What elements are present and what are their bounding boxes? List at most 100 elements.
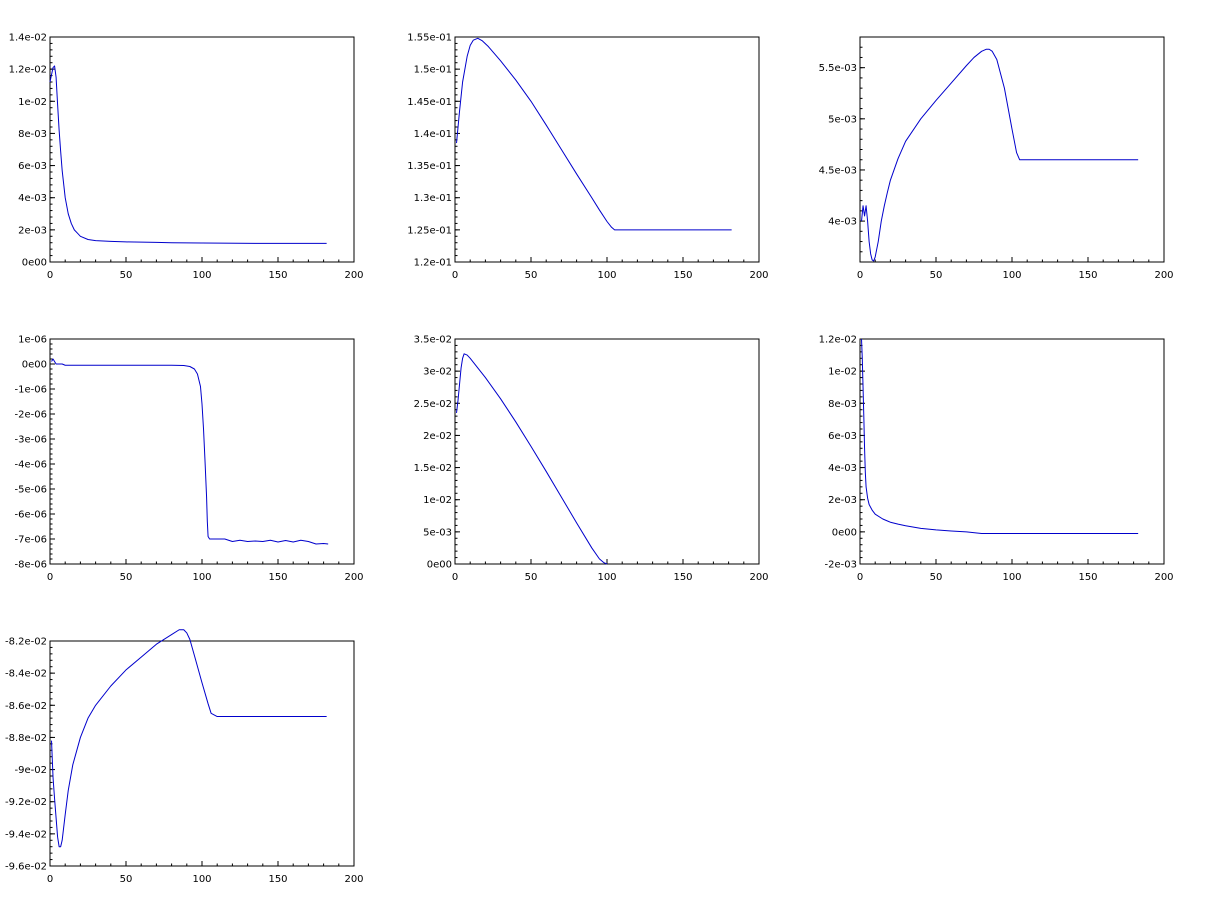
x-tick-label: 0 — [452, 270, 458, 281]
y-tick-label: -8.6e-02 — [5, 701, 47, 712]
x-tick-label: 200 — [1154, 572, 1173, 583]
y-tick-label: 1.35e-01 — [407, 161, 452, 172]
y-tick-label: 5e-03 — [423, 527, 452, 538]
y-tick-label: 1e-06 — [18, 335, 47, 346]
plot-frame — [49, 338, 355, 565]
x-tick-label: 50 — [525, 572, 538, 583]
subplot-4: 0 50 100 150 200 -8e-06 -7e-06 -6e-06 -5e-06 -4e-… — [15, 335, 364, 584]
plot-frame — [49, 36, 355, 263]
x-tick-label: 200 — [344, 572, 363, 583]
plot-frame — [859, 338, 1165, 565]
x-tick-label: 200 — [749, 270, 768, 281]
x-tick-label: 100 — [597, 572, 616, 583]
x-tick-label: 0 — [47, 270, 53, 281]
y-tick-label: -1e-06 — [15, 385, 47, 396]
x-tick-label: 0 — [857, 572, 863, 583]
plot-frame — [859, 36, 1165, 263]
x-tick-label: 100 — [1002, 572, 1021, 583]
y-tick-label: 1.3e-01 — [414, 193, 452, 204]
y-tick-label: 4e-03 — [18, 193, 47, 204]
y-tick-label: -2e-06 — [15, 410, 47, 421]
x-tick-label: 150 — [673, 270, 692, 281]
y-tick-label: 2.5e-02 — [414, 399, 452, 410]
x-tick-label: 50 — [930, 270, 943, 281]
y-tick-label: 4e-03 — [828, 217, 857, 228]
y-tick-label: 1.2e-02 — [9, 65, 47, 76]
x-tick-label: 100 — [597, 270, 616, 281]
plot-frame — [49, 640, 355, 867]
x-tick-label: 50 — [120, 270, 133, 281]
y-tick-label: -2e-03 — [825, 560, 857, 571]
x-tick-label: 0 — [47, 572, 53, 583]
y-tick-label: -9.4e-02 — [5, 829, 47, 840]
subplot-6: 0 50 100 150 200 -2e-03 0e00 2e-03 4e-03 6e-03 8e-… — [819, 335, 1174, 584]
x-tick-label: 100 — [192, 874, 211, 885]
x-tick-label: 200 — [1154, 270, 1173, 281]
x-tick-label: 150 — [268, 572, 287, 583]
y-tick-label: -6e-06 — [15, 510, 47, 521]
y-tick-label: -8e-06 — [15, 560, 47, 571]
y-tick-label: 1.4e-02 — [9, 33, 47, 44]
series-line — [49, 65, 327, 244]
x-tick-label: 150 — [1078, 572, 1097, 583]
y-tick-label: -8.2e-02 — [5, 637, 47, 648]
series-line — [51, 358, 329, 545]
y-tick-label: 1e-02 — [828, 367, 857, 378]
x-tick-label: 0 — [857, 270, 863, 281]
x-tick-label: 50 — [120, 874, 133, 885]
x-tick-label: 100 — [192, 270, 211, 281]
x-tick-label: 50 — [120, 572, 133, 583]
y-tick-label: -5e-06 — [15, 485, 47, 496]
x-tick-label: 0 — [47, 874, 53, 885]
y-tick-label: 1.45e-01 — [407, 97, 452, 108]
y-tick-label: -3e-06 — [15, 435, 47, 446]
y-tick-label: 1.2e-02 — [819, 335, 857, 346]
y-tick-label: 6e-03 — [828, 431, 857, 442]
y-tick-label: 6e-03 — [18, 161, 47, 172]
y-tick-label: 5e-03 — [828, 114, 857, 125]
x-tick-label: 100 — [192, 572, 211, 583]
y-tick-label: 5.5e-03 — [819, 63, 857, 74]
subplot-5: 0 50 100 150 200 0e00 5e-03 1e-02 1.5e-02 2e-02 2.… — [414, 335, 769, 584]
x-tick-label: 150 — [673, 572, 692, 583]
x-tick-label: 100 — [1002, 270, 1021, 281]
subplot-3: 0 50 100 150 200 4e-03 4.5e-03 5e-03 5.5e-03 — [819, 36, 1174, 281]
y-tick-label: 3e-02 — [423, 367, 452, 378]
y-tick-label: 8e-03 — [828, 399, 857, 410]
y-tick-label: 1e-02 — [423, 495, 452, 506]
y-tick-label: 0e00 — [832, 527, 857, 538]
y-tick-label: 0e00 — [22, 258, 47, 269]
series-line — [456, 37, 732, 231]
y-tick-label: 2e-03 — [828, 495, 857, 506]
y-tick-label: 2e-02 — [423, 431, 452, 442]
x-tick-label: 200 — [749, 572, 768, 583]
y-tick-label: -9.6e-02 — [5, 862, 47, 873]
y-tick-label: 4.5e-03 — [819, 165, 857, 176]
x-tick-label: 0 — [452, 572, 458, 583]
y-tick-label: 4e-03 — [828, 463, 857, 474]
y-tick-label: 8e-03 — [18, 129, 47, 140]
y-tick-label: -9e-02 — [15, 765, 47, 776]
subplot-1: 0 50 100 150 200 0e00 2e-03 4e-03 6e-03 8e-03 1e-0… — [9, 33, 364, 282]
y-tick-label: -7e-06 — [15, 535, 47, 546]
y-tick-label: 1.25e-01 — [407, 225, 452, 236]
y-tick-label: 1.55e-01 — [407, 33, 452, 44]
y-tick-label: -9.2e-02 — [5, 797, 47, 808]
y-tick-label: 1e-02 — [18, 97, 47, 108]
y-tick-label: -4e-06 — [15, 460, 47, 471]
x-tick-label: 200 — [344, 270, 363, 281]
x-tick-label: 150 — [268, 874, 287, 885]
x-tick-label: 50 — [525, 270, 538, 281]
series-line — [456, 353, 608, 565]
subplot-7: 0 50 100 150 200 -9.6e-02 -9.4e-02 -9.2e-02 -9e-… — [5, 629, 364, 885]
series-line — [51, 629, 327, 848]
y-tick-label: -8.4e-02 — [5, 669, 47, 680]
y-tick-label: 1.5e-02 — [414, 463, 452, 474]
x-tick-label: 150 — [1078, 270, 1097, 281]
y-tick-label: 3.5e-02 — [414, 335, 452, 346]
y-tick-label: 0e00 — [427, 560, 452, 571]
y-tick-label: 2e-03 — [18, 225, 47, 236]
x-tick-label: 50 — [930, 572, 943, 583]
y-tick-label: 1.4e-01 — [414, 129, 452, 140]
